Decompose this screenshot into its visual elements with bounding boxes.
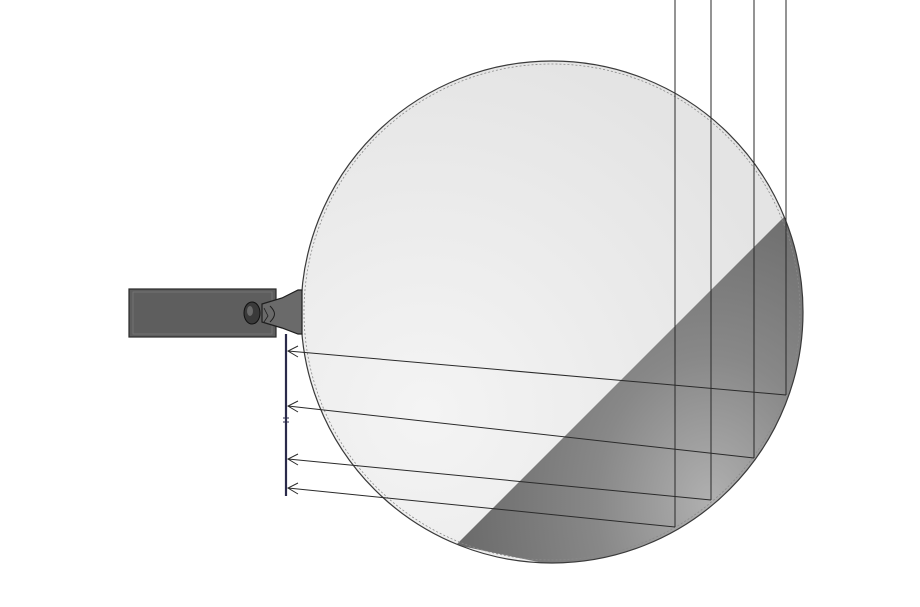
incoming-rays [674, 0, 787, 527]
reflected-ray [287, 405, 755, 459]
feed-horn [261, 289, 303, 335]
reflected-ray [287, 458, 712, 501]
receiver-support [283, 334, 289, 496]
parabolic-dish [300, 60, 804, 564]
dish-rim-inner [303, 63, 801, 561]
ray-arrowhead [286, 482, 299, 495]
reflected-ray [287, 487, 676, 528]
ray-arrowhead [286, 453, 299, 466]
reflected-ray [287, 350, 787, 396]
ray-arrowhead [286, 400, 299, 413]
receiver-housing [128, 288, 303, 338]
reflected-rays [286, 345, 787, 528]
ray-arrowhead [286, 345, 299, 358]
